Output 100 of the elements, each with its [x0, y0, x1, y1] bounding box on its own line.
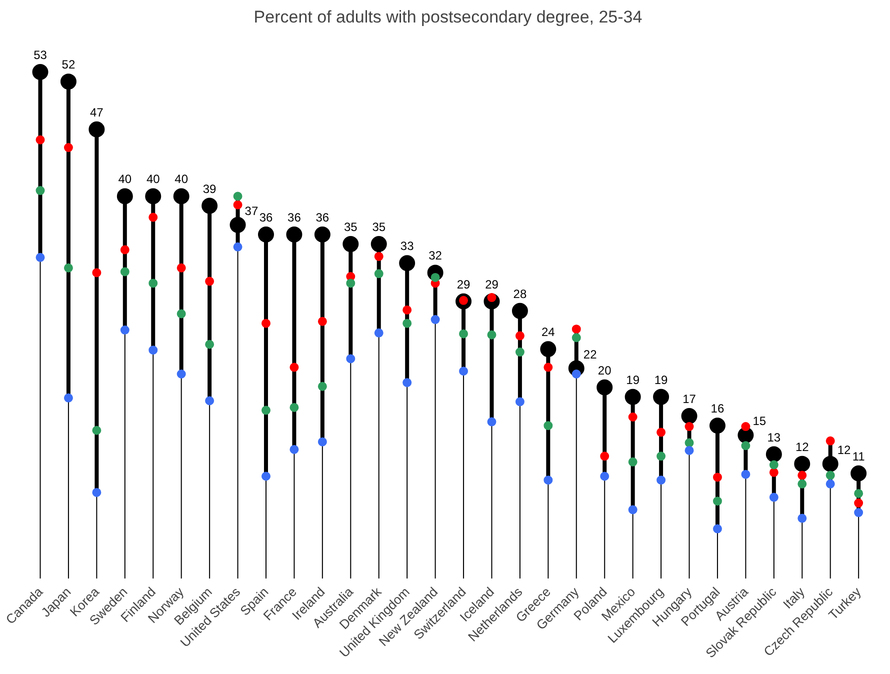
point — [120, 267, 130, 276]
point — [459, 366, 468, 376]
point — [822, 456, 838, 472]
point — [342, 236, 359, 252]
data-label: 17 — [682, 392, 696, 406]
data-label: 29 — [456, 277, 471, 292]
point — [741, 470, 750, 479]
point — [854, 508, 864, 518]
data-label: 35 — [372, 220, 386, 234]
point — [769, 492, 778, 502]
point — [487, 330, 496, 340]
point — [741, 441, 750, 450]
point — [32, 64, 48, 80]
point — [176, 370, 186, 378]
point — [600, 452, 610, 461]
point — [120, 245, 130, 254]
point — [261, 318, 270, 328]
data-label: 37 — [244, 204, 258, 218]
point — [92, 268, 102, 278]
point — [572, 333, 581, 342]
point — [430, 315, 440, 324]
point — [318, 316, 327, 326]
point — [798, 514, 807, 523]
point — [515, 331, 524, 340]
point — [402, 305, 412, 314]
point — [370, 236, 387, 252]
data-label: 39 — [202, 182, 217, 196]
data-label: 20 — [598, 363, 612, 378]
point — [36, 186, 45, 196]
point — [684, 446, 694, 455]
point — [769, 460, 778, 470]
point — [233, 192, 242, 201]
point — [402, 378, 412, 388]
point — [92, 426, 102, 435]
point — [148, 346, 158, 355]
point — [712, 472, 722, 482]
data-label: 36 — [316, 210, 330, 224]
point — [769, 468, 778, 477]
point — [374, 252, 384, 261]
data-label: 52 — [62, 58, 76, 72]
point — [741, 422, 750, 432]
point — [540, 341, 556, 358]
point — [681, 408, 698, 424]
point — [794, 456, 810, 472]
point — [712, 524, 722, 534]
point — [176, 309, 186, 318]
point — [261, 472, 270, 481]
point — [205, 276, 214, 286]
point — [798, 470, 807, 480]
point — [572, 370, 581, 378]
point — [826, 470, 835, 480]
point — [290, 402, 299, 412]
point — [64, 393, 73, 402]
data-label: 16 — [710, 402, 724, 416]
point — [64, 143, 73, 152]
point — [544, 421, 553, 430]
point — [515, 348, 524, 357]
point — [459, 329, 468, 338]
data-label: 40 — [118, 172, 132, 186]
point — [173, 188, 190, 204]
point — [712, 496, 722, 506]
point — [233, 200, 242, 210]
point — [148, 212, 158, 222]
point — [64, 263, 73, 272]
data-label: 19 — [654, 372, 668, 387]
data-label: 36 — [288, 210, 302, 224]
point — [60, 74, 76, 90]
point — [374, 328, 384, 338]
point — [233, 242, 242, 252]
point — [684, 438, 694, 448]
point — [230, 216, 246, 233]
point — [600, 472, 610, 481]
point — [290, 362, 299, 372]
point — [36, 135, 45, 144]
point — [624, 388, 641, 405]
data-label: 36 — [259, 210, 273, 224]
data-label: 12 — [837, 442, 852, 457]
point — [145, 188, 162, 204]
point — [148, 278, 158, 288]
point — [798, 479, 807, 488]
data-label: 33 — [400, 239, 414, 254]
point — [318, 437, 327, 446]
point — [572, 324, 581, 334]
data-label: 13 — [767, 430, 781, 444]
point — [850, 465, 867, 482]
data-label: 28 — [513, 286, 527, 301]
data-label: 11 — [852, 449, 866, 464]
point — [202, 198, 218, 214]
data-label: 35 — [344, 220, 358, 234]
data-label: 19 — [626, 372, 640, 387]
point — [346, 278, 356, 288]
point — [854, 498, 864, 508]
point — [346, 354, 356, 364]
point — [286, 226, 302, 242]
point — [766, 446, 782, 462]
point — [290, 445, 299, 454]
chart-title: Percent of adults with postsecondary degree, 25-34 — [254, 8, 642, 26]
data-label: 15 — [752, 414, 766, 428]
point — [596, 379, 613, 396]
point — [399, 255, 416, 272]
